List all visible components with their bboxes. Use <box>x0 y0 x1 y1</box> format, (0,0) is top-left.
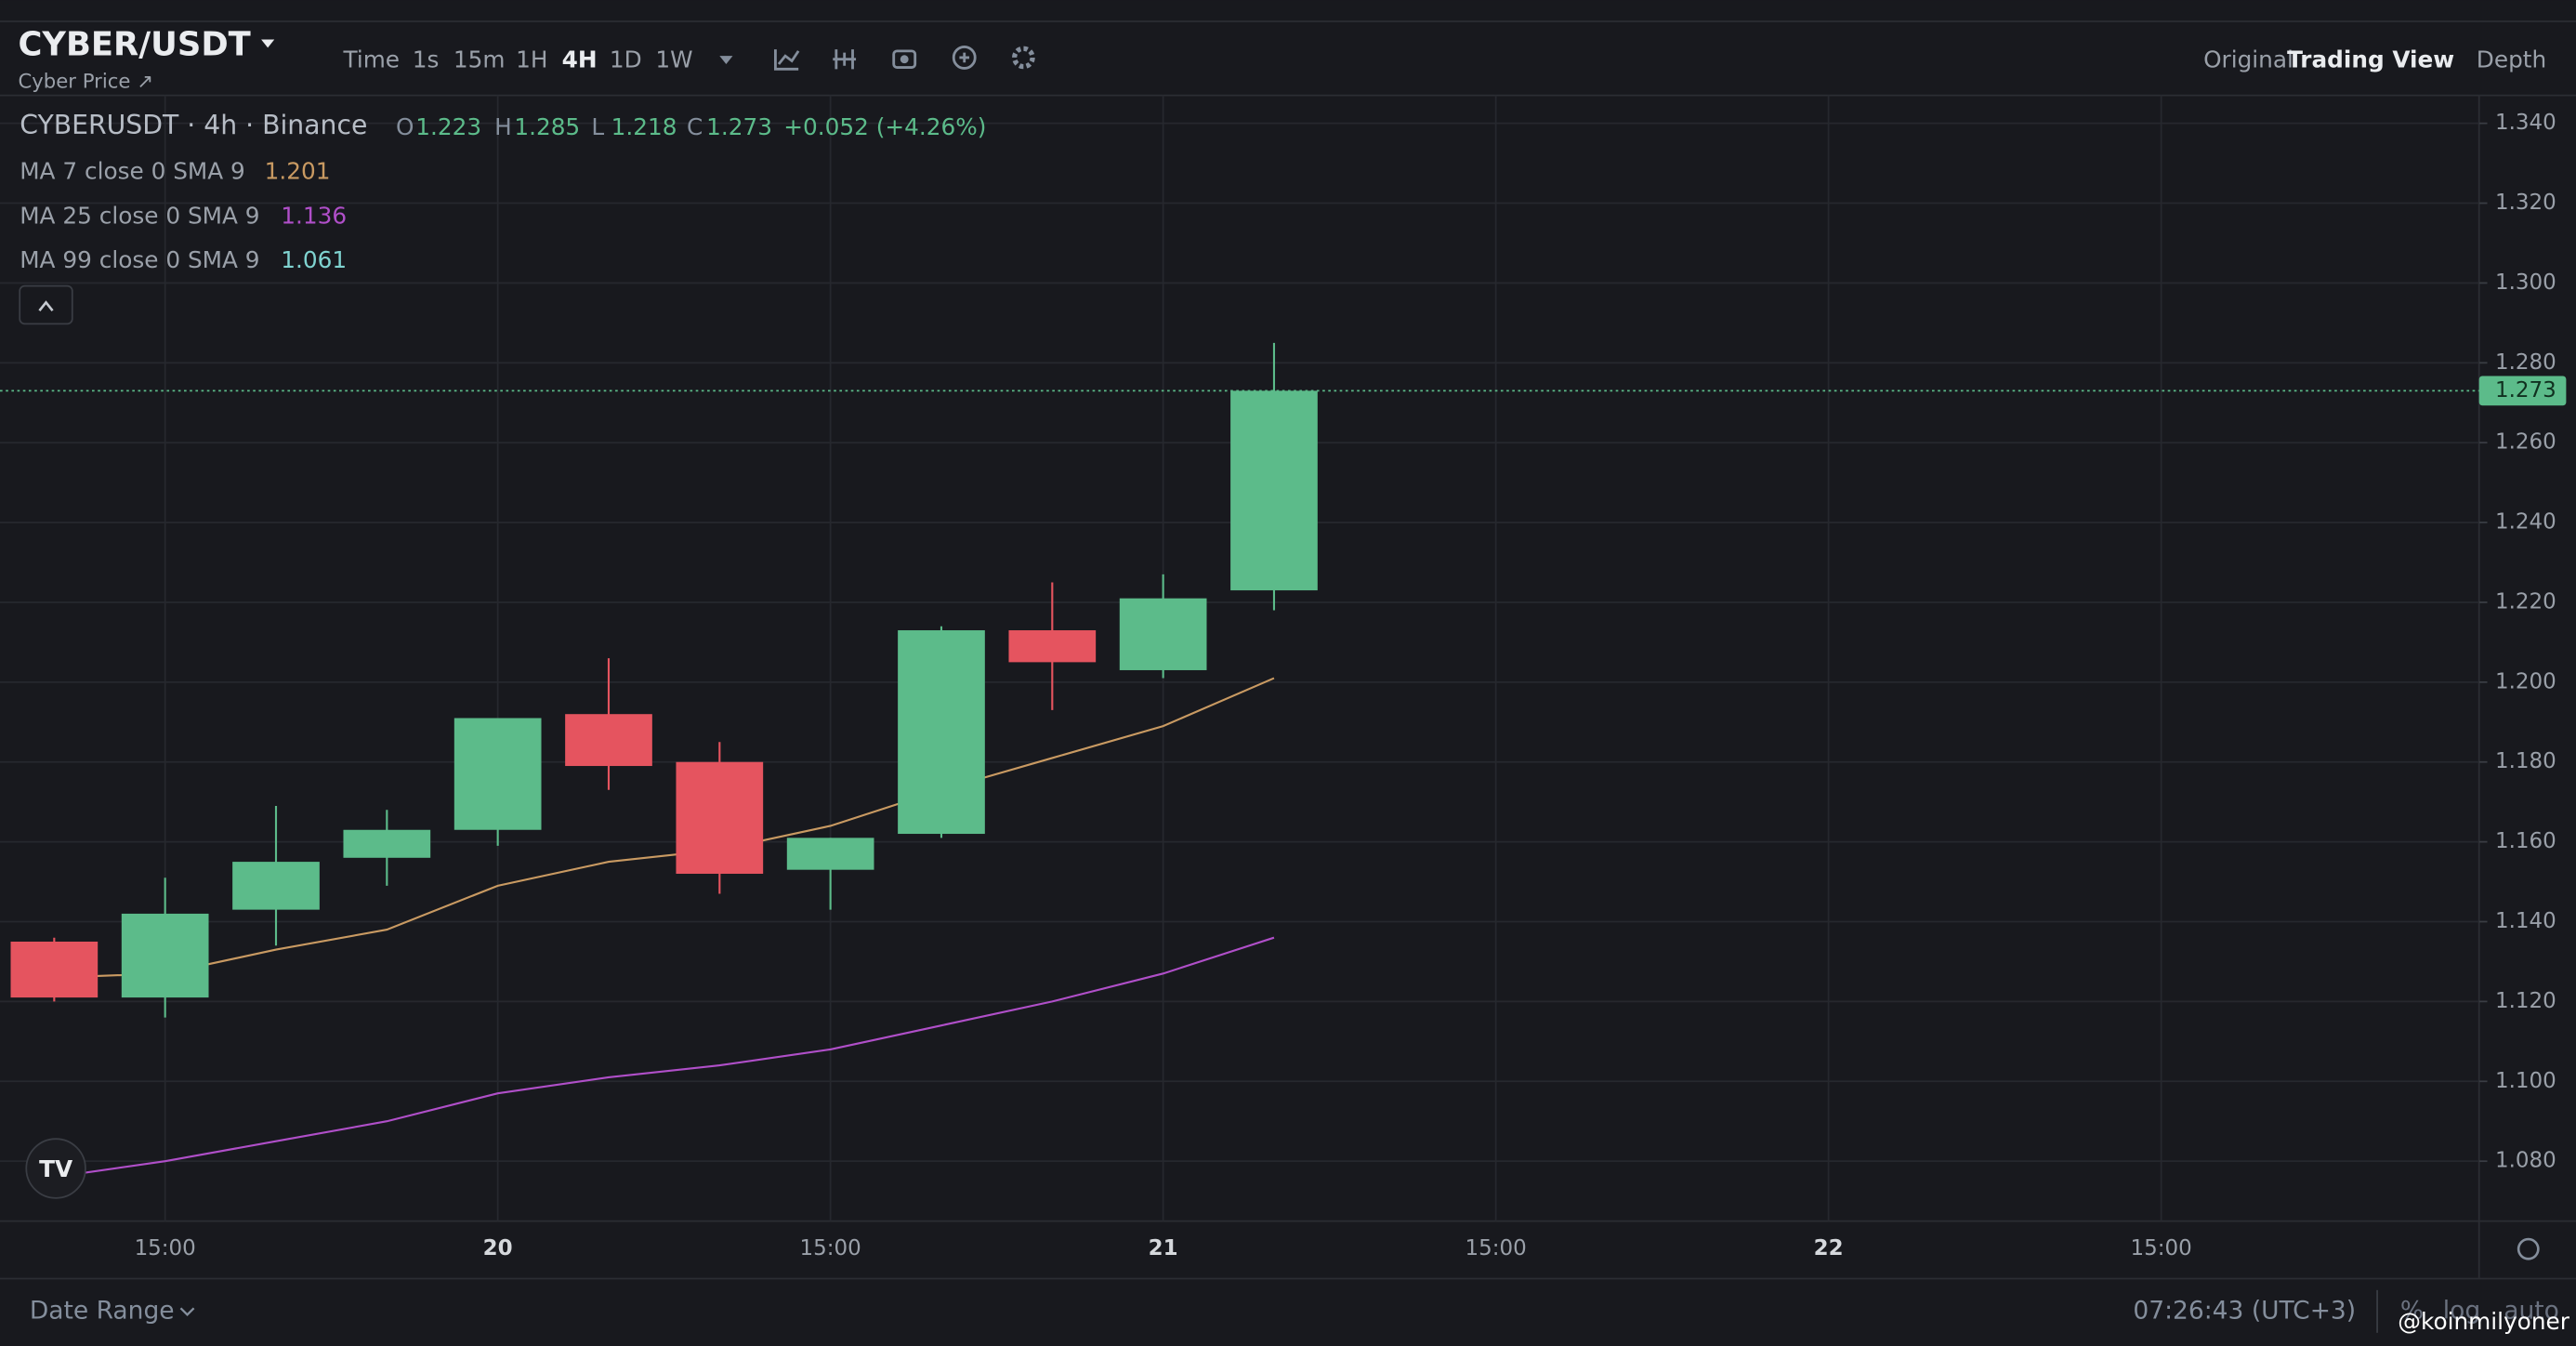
candle-body <box>1119 598 1207 670</box>
candle-body <box>898 630 985 835</box>
candle-body <box>786 838 874 870</box>
y-tick-label: 1.220 <box>2495 589 2556 614</box>
collapse-legend[interactable] <box>19 284 73 325</box>
x-tick-label: 21 <box>1149 1236 1178 1260</box>
candle-body <box>676 761 764 874</box>
scale-option[interactable]: auto <box>2504 1296 2559 1325</box>
interval-button[interactable]: 15m <box>453 46 506 73</box>
interval-button[interactable]: 4H <box>562 46 598 73</box>
y-tick-label: 1.140 <box>2495 909 2556 933</box>
interval-button[interactable]: 1s <box>413 46 440 73</box>
candle-body <box>565 714 652 767</box>
y-tick-label: 1.180 <box>2495 749 2556 773</box>
x-tick-label: 15:00 <box>135 1236 196 1260</box>
y-tick-label: 1.120 <box>2495 989 2556 1013</box>
add-icon[interactable] <box>952 46 977 70</box>
camera-lens <box>900 55 909 64</box>
ohlc-value: 1.285 <box>514 113 580 140</box>
ma-value: 1.136 <box>281 202 347 229</box>
view-tab[interactable]: Trading View <box>2287 46 2454 73</box>
tv-logo-mark: TV <box>39 1155 73 1182</box>
y-tick-label: 1.240 <box>2495 510 2556 534</box>
ohlc-value: 1.223 <box>415 113 481 140</box>
ohlc-letter: H <box>494 113 512 140</box>
ma-value: 1.201 <box>265 158 331 185</box>
x-tick-label: 22 <box>1814 1236 1844 1260</box>
change: +0.052 (+4.26%) <box>783 113 986 140</box>
symbol-dropdown[interactable] <box>261 39 275 48</box>
x-tick-label: 15:00 <box>800 1236 861 1260</box>
y-tick-label: 1.160 <box>2495 829 2556 853</box>
y-tick-label: 1.100 <box>2495 1069 2556 1093</box>
y-tick-label: 1.280 <box>2495 350 2556 375</box>
candle-body <box>232 862 320 910</box>
axis-settings[interactable] <box>2517 1237 2540 1260</box>
screenshot-icon[interactable] <box>892 49 917 69</box>
y-tick-label: 1.340 <box>2495 111 2556 135</box>
candle-body <box>10 941 99 998</box>
tv-logo[interactable] <box>25 1138 86 1199</box>
candle-body <box>1230 390 1318 591</box>
more-intervals[interactable] <box>719 56 733 65</box>
chart-type-icon[interactable] <box>833 49 857 70</box>
ma-name: MA 25 close 0 SMA 9 <box>20 202 259 229</box>
scale-option[interactable]: % <box>2400 1296 2424 1325</box>
ma-name: MA 7 close 0 SMA 9 <box>20 158 245 185</box>
y-tick-label: 1.080 <box>2495 1149 2556 1173</box>
y-tick-label: 1.260 <box>2495 430 2556 455</box>
interval-button[interactable]: 1W <box>655 46 692 73</box>
candle-body <box>1008 630 1097 663</box>
view-tab[interactable]: Depth <box>2477 46 2546 73</box>
settings-icon[interactable] <box>1012 46 1035 70</box>
candle-body <box>343 829 431 858</box>
interval-button[interactable]: Time <box>342 46 400 73</box>
ma-line <box>54 936 1275 1179</box>
price-tag-label: 1.273 <box>2495 378 2556 402</box>
ma-value: 1.061 <box>281 246 347 273</box>
watermark: @koinmilyoner <box>2398 1308 2569 1335</box>
interval-button[interactable]: 1D <box>610 46 642 73</box>
x-tick-label: 15:00 <box>2131 1236 2192 1260</box>
ohlc-value: 1.218 <box>611 113 677 140</box>
date-range[interactable]: Date Range <box>30 1296 175 1325</box>
candle-body <box>121 913 209 998</box>
y-tick-label: 1.200 <box>2495 669 2556 693</box>
ohlc-letter: C <box>687 113 703 140</box>
x-tick-label: 15:00 <box>1465 1236 1527 1260</box>
chart-title: CYBERUSDT · 4h · Binance <box>20 110 367 140</box>
ohlc-letter: L <box>591 113 604 140</box>
clock: 07:26:43 (UTC+3) <box>2133 1296 2356 1325</box>
price-tag <box>2478 376 2567 406</box>
collapse-arrow <box>38 300 54 312</box>
view-tab[interactable]: Original <box>2203 46 2293 73</box>
symbol[interactable]: CYBER/USDT <box>18 26 250 64</box>
ma-name: MA 99 close 0 SMA 9 <box>20 246 259 273</box>
ohlc-value: 1.273 <box>706 113 772 140</box>
date-range-chevron <box>179 1307 195 1316</box>
y-tick-label: 1.320 <box>2495 191 2556 215</box>
y-tick-label: 1.300 <box>2495 271 2556 295</box>
ma-line <box>54 677 1275 979</box>
indicator-icon[interactable] <box>774 49 800 71</box>
interval-button[interactable]: 1H <box>516 46 547 73</box>
subtitle[interactable]: Cyber Price ↗ <box>18 70 153 93</box>
candle-body <box>453 718 542 830</box>
scale-option[interactable]: log <box>2443 1296 2480 1325</box>
x-tick-label: 20 <box>483 1236 513 1260</box>
ohlc-letter: O <box>396 113 414 140</box>
add-icon-cross <box>959 52 970 63</box>
